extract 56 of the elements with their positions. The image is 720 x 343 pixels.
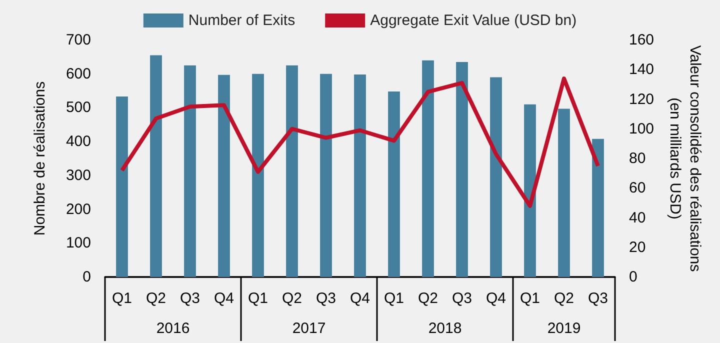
legend-label: Aggregate Exit Value (USD bn) [370, 12, 577, 29]
x-tick-label: Q4 [350, 290, 370, 307]
bar [252, 74, 264, 277]
x-tick-label: Q3 [588, 290, 608, 307]
text: 2016 [156, 320, 190, 337]
bar [524, 104, 536, 277]
x-tick-label: Q4 [214, 290, 234, 307]
x-tick-label: Q4 [486, 290, 506, 307]
y-tick-label: 300 [66, 166, 91, 184]
text: 2017 [292, 320, 326, 337]
x-tick-label: Q1 [384, 290, 404, 307]
y2-tick-label: 100 [629, 120, 654, 138]
y-tick-label: 200 [66, 200, 91, 218]
line-series [120, 76, 600, 208]
y2-tick-label: 40 [629, 209, 646, 226]
bar [184, 65, 196, 277]
text: 2019 [547, 320, 581, 337]
bar [592, 138, 604, 277]
y-tick-label: 400 [66, 133, 91, 150]
bar [490, 77, 502, 277]
y-tick-label: 500 [66, 99, 91, 116]
x-tick-label: Q1 [112, 290, 132, 307]
y2-tick-label: 20 [629, 238, 646, 256]
y2-tick-label: 80 [629, 150, 646, 167]
x-tick-label: Q1 [248, 290, 268, 307]
x-tick-label: Q2 [554, 290, 574, 307]
x-tick-label: Q2 [418, 290, 438, 307]
y2-tick-label: 60 [629, 180, 646, 197]
y-axis-title: Nombre de réalisations [32, 81, 48, 236]
y-tick-label: 600 [66, 65, 91, 82]
x-tick-label: Q3 [452, 290, 472, 307]
bar [150, 55, 162, 277]
bar [422, 60, 434, 277]
bar [116, 96, 128, 277]
text: 2018 [428, 320, 462, 337]
bar [388, 91, 400, 277]
bar [286, 65, 298, 277]
y2-tick-label: 120 [629, 90, 654, 108]
x-tick-label: Q2 [146, 290, 166, 307]
y-tick-label: 0 [82, 268, 91, 286]
y-tick-label: 100 [66, 234, 91, 252]
bar [354, 74, 366, 277]
x-tick-label: Q3 [316, 290, 336, 307]
bar [456, 62, 468, 277]
y-tick-label: 700 [66, 32, 91, 48]
bar [218, 74, 230, 277]
y2-tick-label: 160 [629, 32, 654, 48]
x-tick-label: Q1 [520, 290, 540, 307]
bar [320, 74, 332, 277]
x-tick-label: Q3 [180, 290, 200, 307]
y2-tick-label: 0 [629, 268, 638, 286]
y2-tick-label: 140 [629, 61, 654, 78]
x-tick-label: Q2 [282, 290, 302, 307]
y2-axis-title: Valeur consolidée des réalisations (en milliards USD) [666, 45, 704, 272]
legend-label: Number of Exits [188, 12, 296, 29]
bar [558, 108, 570, 277]
